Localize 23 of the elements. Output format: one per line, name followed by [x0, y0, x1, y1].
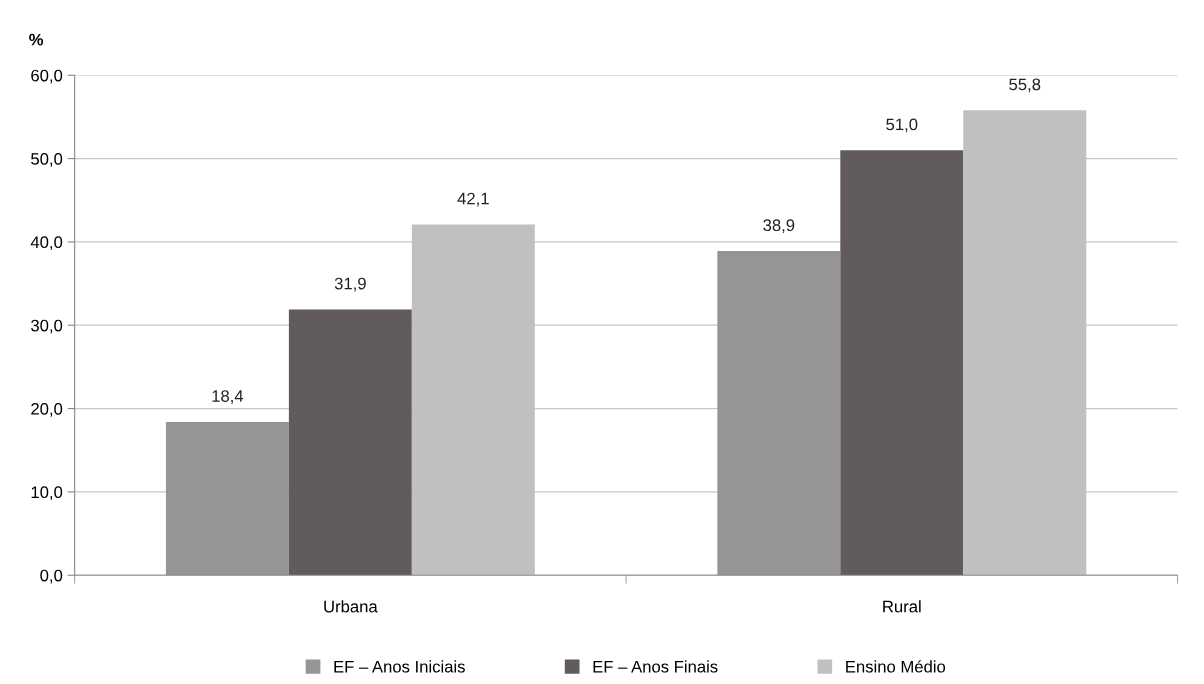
- legend-label: EF – Anos Iniciais: [334, 660, 465, 673]
- y-tick-label: 30,0: [31, 319, 63, 334]
- bar: [288, 309, 412, 576]
- data-label: 55,8: [1009, 78, 1041, 93]
- data-label: 51,0: [886, 118, 918, 133]
- data-label: 38,9: [763, 219, 795, 234]
- data-label: 42,1: [457, 192, 489, 207]
- legend-label: EF – Anos Finais: [593, 660, 718, 673]
- x-tick-label: Urbana: [324, 600, 378, 613]
- y-tick-label: 0,0: [40, 569, 63, 584]
- data-label: 31,9: [334, 277, 366, 292]
- bar: [840, 150, 964, 576]
- y-tick-label: 60,0: [31, 69, 63, 84]
- data-label: 18,4: [212, 390, 244, 404]
- legend-label: Ensino Médio: [846, 660, 946, 673]
- y-tick-label: 40,0: [30, 236, 63, 251]
- y-tick-label: 10,0: [31, 486, 63, 501]
- y-tick-label: 50,0: [31, 152, 63, 167]
- y-tick-label: 20,0: [31, 402, 63, 417]
- x-tick-label: Rural: [883, 600, 921, 613]
- bar: [717, 251, 841, 576]
- y-axis-title: %: [29, 33, 44, 46]
- bar: [165, 421, 289, 576]
